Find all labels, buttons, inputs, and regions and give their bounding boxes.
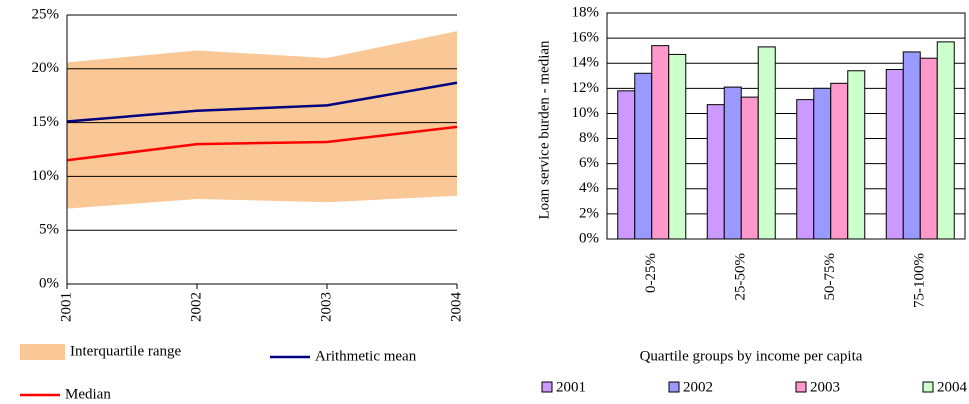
legend-label: 2002 [683, 379, 713, 395]
legend-swatch [795, 381, 807, 393]
bar [757, 46, 776, 240]
legend-swatch [541, 381, 553, 393]
y-tick-label: 10% [572, 105, 600, 121]
bar [706, 104, 725, 240]
x-tick-label: 2004 [448, 292, 464, 323]
legend-label: 2003 [810, 379, 840, 395]
y-tick-label: 15% [32, 114, 60, 130]
bar [885, 69, 904, 240]
plot-frame [606, 12, 966, 240]
legend-label: Arithmetic mean [315, 348, 417, 364]
x-tick-label: 0-25% [643, 253, 659, 293]
x-tick-label: 2003 [318, 292, 334, 322]
y-tick-label: 5% [39, 222, 59, 238]
bar [617, 90, 636, 240]
bar [723, 86, 742, 240]
bar [830, 82, 849, 240]
bar [919, 57, 938, 240]
x-axis-label: Quartile groups by income per capita [640, 348, 863, 364]
y-tick-label: 8% [579, 130, 599, 146]
y-axis-label: Loan service burden - median [536, 40, 552, 220]
legend-label: 2001 [556, 379, 586, 395]
x-tick-label: 75-100% [912, 253, 928, 308]
legend-label: 2004 [937, 379, 968, 395]
bar [902, 51, 921, 240]
y-tick-label: 20% [32, 60, 60, 76]
y-tick-label: 6% [579, 155, 599, 171]
bar [651, 45, 670, 240]
x-tick-label: 2002 [188, 292, 204, 322]
bar [796, 99, 815, 240]
legend-label: Median [65, 386, 111, 402]
area-band [67, 31, 457, 209]
line [66, 125, 458, 162]
line [66, 81, 458, 123]
y-tick-label: 0% [579, 230, 599, 246]
y-tick-label: 25% [32, 6, 60, 22]
y-tick-label: 4% [579, 180, 599, 196]
x-tick-label: 50-75% [822, 253, 838, 301]
legend-swatch [922, 381, 934, 393]
x-tick-label: 25-50% [733, 253, 749, 301]
y-tick-label: 0% [39, 275, 59, 291]
bar [634, 72, 653, 240]
y-tick-label: 18% [572, 4, 600, 20]
bar [668, 53, 687, 240]
y-tick-label: 10% [32, 168, 60, 184]
bar [847, 70, 866, 240]
y-tick-label: 14% [572, 55, 600, 71]
y-tick-label: 16% [572, 30, 600, 46]
y-tick-label: 12% [572, 80, 600, 96]
legend-swatch [668, 381, 680, 393]
bar [813, 87, 832, 240]
x-tick-label: 2001 [58, 292, 74, 322]
legend-label: Interquartile range [70, 343, 182, 359]
bar [740, 96, 759, 240]
y-tick-label: 2% [579, 205, 599, 221]
legend-swatch [20, 344, 65, 360]
bar [936, 41, 955, 240]
